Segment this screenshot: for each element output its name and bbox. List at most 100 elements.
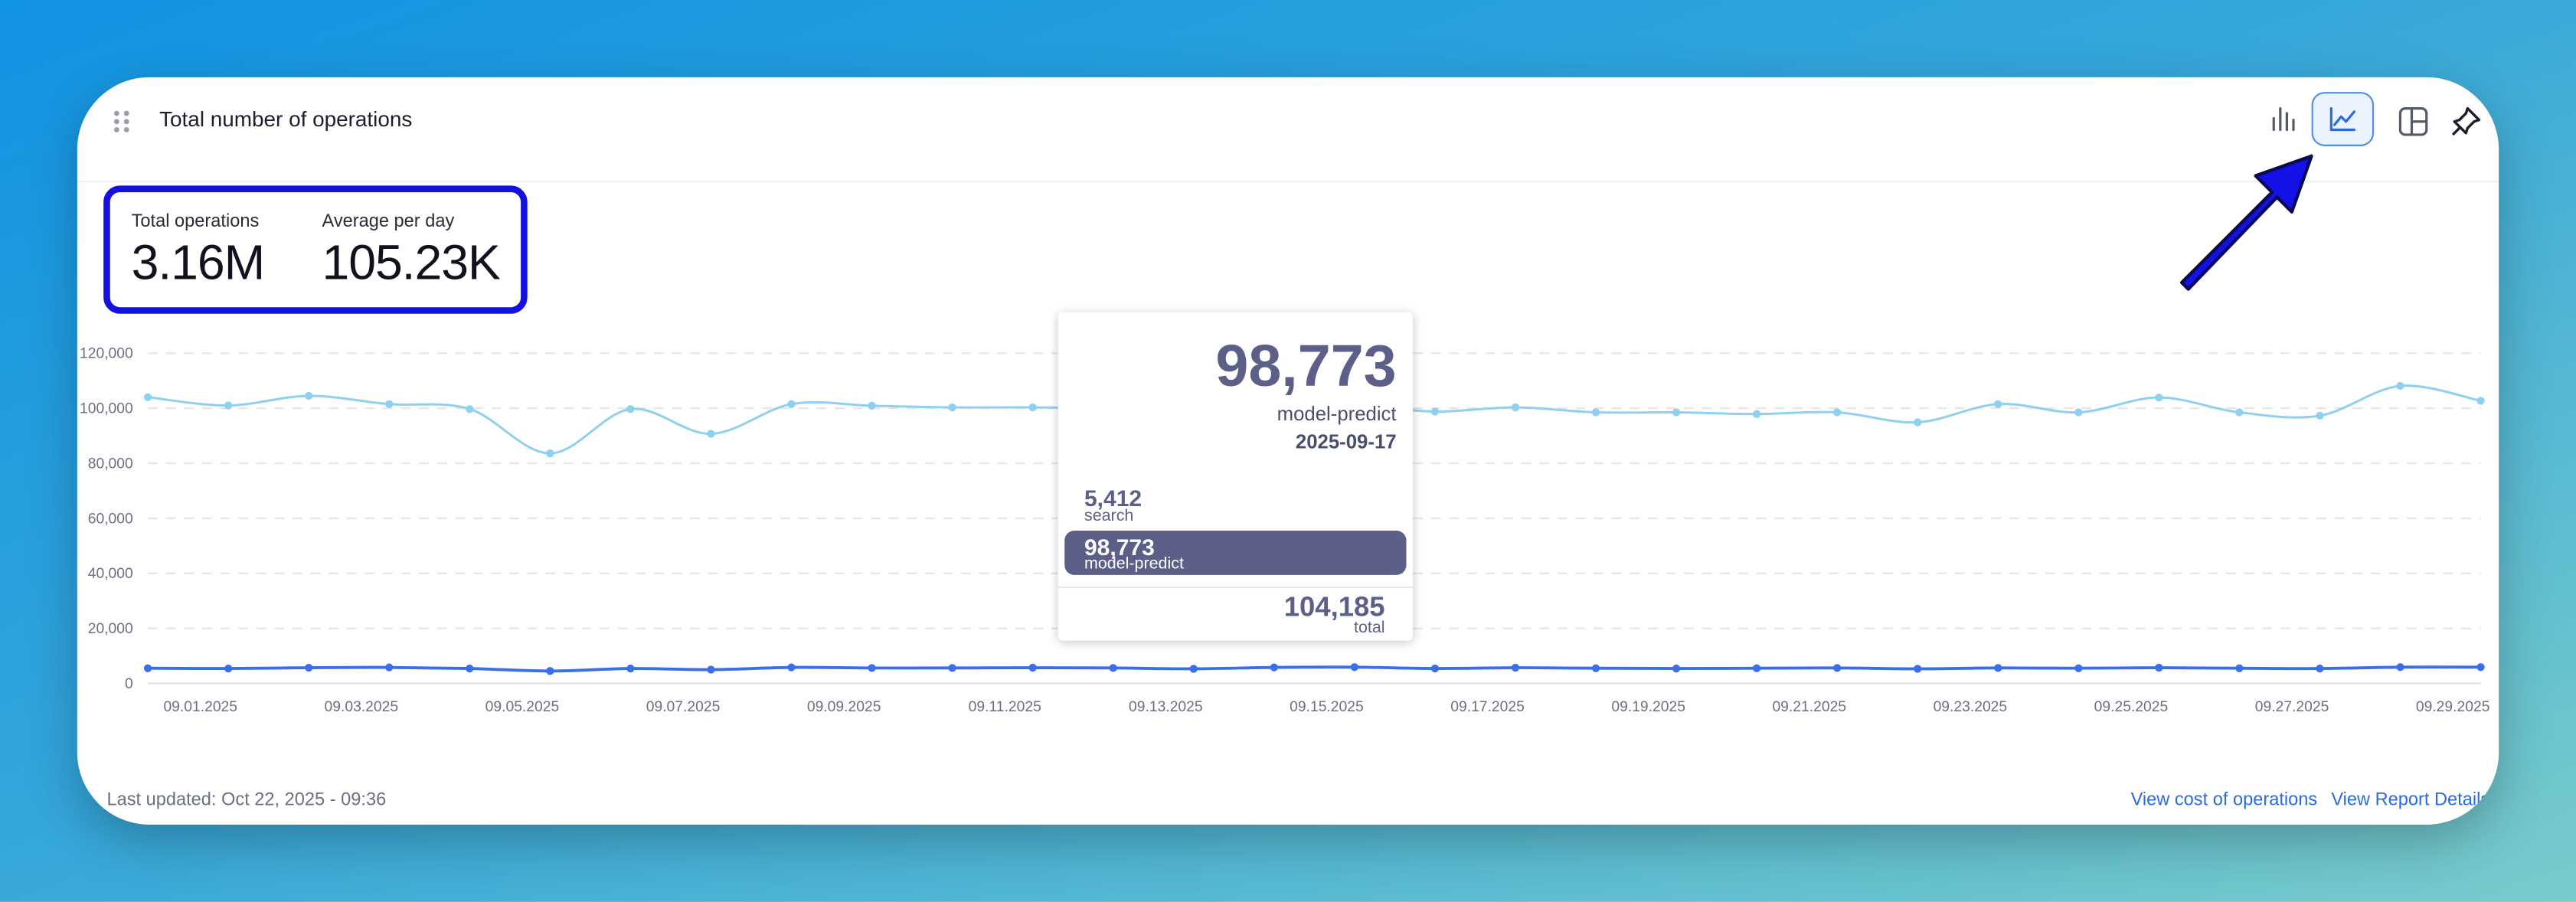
data-point xyxy=(787,400,796,408)
y-tick-label: 60,000 xyxy=(88,511,133,527)
data-point xyxy=(2074,408,2083,417)
data-point xyxy=(2476,663,2485,672)
line-icon xyxy=(2329,106,2355,132)
data-point xyxy=(2155,663,2163,672)
data-point xyxy=(1752,664,1761,672)
data-point xyxy=(787,663,796,672)
x-tick-label: 09.29.2025 xyxy=(2416,699,2490,715)
y-tick-label: 0 xyxy=(125,676,133,692)
y-tick-label: 100,000 xyxy=(80,401,133,417)
x-tick-label: 09.27.2025 xyxy=(2255,699,2329,715)
pin-button[interactable] xyxy=(2450,105,2483,138)
data-point xyxy=(1672,408,1681,417)
x-tick-label: 09.23.2025 xyxy=(1934,699,2008,715)
data-point xyxy=(1994,400,2002,408)
data-point xyxy=(1672,664,1681,673)
data-point xyxy=(1189,665,1198,673)
data-point xyxy=(626,664,635,673)
data-point xyxy=(1430,407,1440,416)
stat-label: Average per day xyxy=(322,211,455,232)
data-point xyxy=(2476,397,2485,405)
tooltip-highlight xyxy=(1064,530,1407,575)
data-point xyxy=(2316,411,2324,420)
data-point xyxy=(143,393,152,401)
data-point xyxy=(948,403,956,412)
x-tick-label: 09.19.2025 xyxy=(1611,699,1685,715)
tooltip-row-value: 5,412 xyxy=(1084,484,1143,511)
data-point xyxy=(1109,664,1117,672)
data-point xyxy=(2235,664,2244,672)
stat-value: 105.23K xyxy=(322,236,501,291)
tooltip-total-label: total xyxy=(1354,619,1385,638)
highlight-box xyxy=(103,185,528,314)
tooltip-total: 104,185 xyxy=(1283,591,1385,623)
tooltip: 98,773 model-predict 2025-09-17 5,412 se… xyxy=(1058,312,1414,641)
y-tick-label: 40,000 xyxy=(88,566,133,582)
data-point xyxy=(707,665,715,674)
data-point xyxy=(1914,665,1922,673)
data-point xyxy=(1591,664,1600,672)
data-point xyxy=(1028,403,1037,412)
tooltip-row-value: 98,773 xyxy=(1084,534,1155,560)
data-point xyxy=(1591,408,1600,417)
layout-button[interactable] xyxy=(2397,105,2430,138)
last-updated: Last updated: Oct 22, 2025 - 09:36 xyxy=(106,789,387,810)
bar-icon xyxy=(2272,106,2295,132)
data-point xyxy=(1994,664,2002,672)
tooltip-headline: 98,773 xyxy=(1215,332,1397,400)
chart: 0 20,000 40,000 60,000 80,000 100,000 120,000 0… xyxy=(80,346,2490,715)
data-point xyxy=(1752,410,1761,418)
data-point xyxy=(1028,663,1037,672)
data-point xyxy=(2316,664,2324,673)
x-tick-label: 09.05.2025 xyxy=(485,699,560,715)
stat-value: 3.16M xyxy=(131,236,266,291)
tooltip-row-label: model-predict xyxy=(1084,555,1184,574)
y-tick-label: 80,000 xyxy=(88,456,133,472)
header-divider xyxy=(77,180,2499,183)
link[interactable]: View Report Details xyxy=(2331,789,2490,810)
x-tick-label: 09.25.2025 xyxy=(2094,699,2169,715)
x-tick-label: 09.01.2025 xyxy=(163,699,237,715)
annotation-arrow xyxy=(2179,154,2313,291)
data-point xyxy=(466,405,474,413)
x-tick-label: 09.07.2025 xyxy=(646,699,721,715)
x-tick-label: 09.17.2025 xyxy=(1450,699,1525,715)
data-point xyxy=(1350,663,1359,672)
bar-chart-button[interactable] xyxy=(2254,93,2313,146)
data-point xyxy=(2155,393,2163,402)
data-point xyxy=(305,391,313,400)
data-point xyxy=(546,449,554,458)
data-point xyxy=(626,405,635,413)
data-point xyxy=(2235,408,2244,417)
data-point xyxy=(143,664,152,672)
drag-handle[interactable] xyxy=(110,110,133,136)
link[interactable]: View cost of operations xyxy=(2130,789,2318,810)
x-tick-label: 09.11.2025 xyxy=(969,699,1041,715)
x-tick-label: 09.13.2025 xyxy=(1129,699,1203,715)
x-tick-label: 09.03.2025 xyxy=(325,699,399,715)
data-point xyxy=(2074,664,2083,672)
stat-label: Total operations xyxy=(131,211,260,232)
data-point xyxy=(1833,408,1842,417)
data-point xyxy=(224,401,233,410)
data-point xyxy=(2396,663,2404,672)
series-line xyxy=(148,665,2481,673)
y-tick-label: 120,000 xyxy=(80,346,133,362)
tooltip-row-label: search xyxy=(1084,507,1134,526)
x-tick-label: 09.15.2025 xyxy=(1290,699,1364,715)
data-point xyxy=(707,430,715,438)
data-point xyxy=(466,664,474,673)
data-point xyxy=(948,664,956,672)
data-point xyxy=(1270,663,1278,672)
data-point xyxy=(1914,418,1922,426)
data-point xyxy=(1511,403,1520,412)
line-chart-button[interactable] xyxy=(2311,92,2375,146)
data-point xyxy=(2396,381,2404,391)
x-tick-label: 09.09.2025 xyxy=(807,699,881,715)
data-point xyxy=(224,664,233,673)
data-point xyxy=(305,663,313,672)
tooltip-date: 2025-09-17 xyxy=(1295,430,1397,454)
tooltip-divider xyxy=(1058,586,1414,589)
